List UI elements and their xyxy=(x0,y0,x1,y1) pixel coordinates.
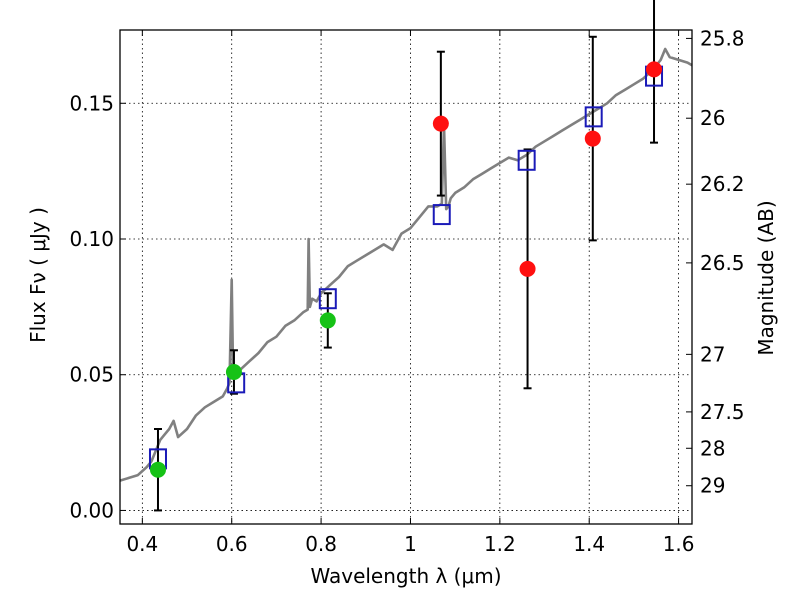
low-significance-point xyxy=(646,61,663,78)
y-tick-label: 0.05 xyxy=(69,363,114,387)
x-tick-label: 1.2 xyxy=(484,532,516,556)
x-tick-label: 1.6 xyxy=(663,532,695,556)
detection-point xyxy=(225,364,242,380)
right-tick-label: 25.8 xyxy=(700,26,745,50)
low-significance-point xyxy=(519,260,536,277)
x-tick-label: 0.4 xyxy=(126,532,158,556)
x-tick-label: 0.8 xyxy=(305,532,337,556)
right-tick-label: 28 xyxy=(700,436,725,460)
low-significance-point xyxy=(432,115,449,132)
x-tick-label: 1 xyxy=(404,532,417,556)
low-significance-point xyxy=(584,130,601,147)
grid xyxy=(120,30,692,524)
y-tick-label: 0.00 xyxy=(69,498,114,522)
ticks-layer: 0.4 0.6 0.8 1 1.2 1.4 1.6 0.00 0.05 0.10 0.15 25.8 2… xyxy=(69,26,744,556)
right-axis-title: Magnitude (AB) xyxy=(754,200,778,355)
detection-point xyxy=(149,461,166,478)
model-photometry-square xyxy=(318,288,337,310)
plot-frame xyxy=(119,29,693,525)
model-photometry-square xyxy=(584,106,603,128)
right-tick-label: 29 xyxy=(700,474,725,498)
y-axis-title: Flux Fν ( μJy ) xyxy=(26,207,50,343)
right-tick-label: 27.5 xyxy=(700,400,745,424)
x-axis-title: Wavelength λ (μm) xyxy=(310,564,501,588)
detection-point xyxy=(319,312,336,329)
x-tick-label: 0.6 xyxy=(216,532,248,556)
right-tick-label: 27 xyxy=(700,342,725,366)
model-photometry-square xyxy=(517,149,536,171)
right-tick-label: 26.2 xyxy=(700,172,745,196)
model-photometry-square xyxy=(432,204,451,226)
y-tick-label: 0.15 xyxy=(69,91,114,115)
x-tick-label: 1.4 xyxy=(573,532,605,556)
right-tick-label: 26.5 xyxy=(700,251,745,275)
y-tick-label: 0.10 xyxy=(69,227,114,251)
data-points-layer xyxy=(149,61,663,478)
right-tick-label: 26 xyxy=(700,106,725,130)
